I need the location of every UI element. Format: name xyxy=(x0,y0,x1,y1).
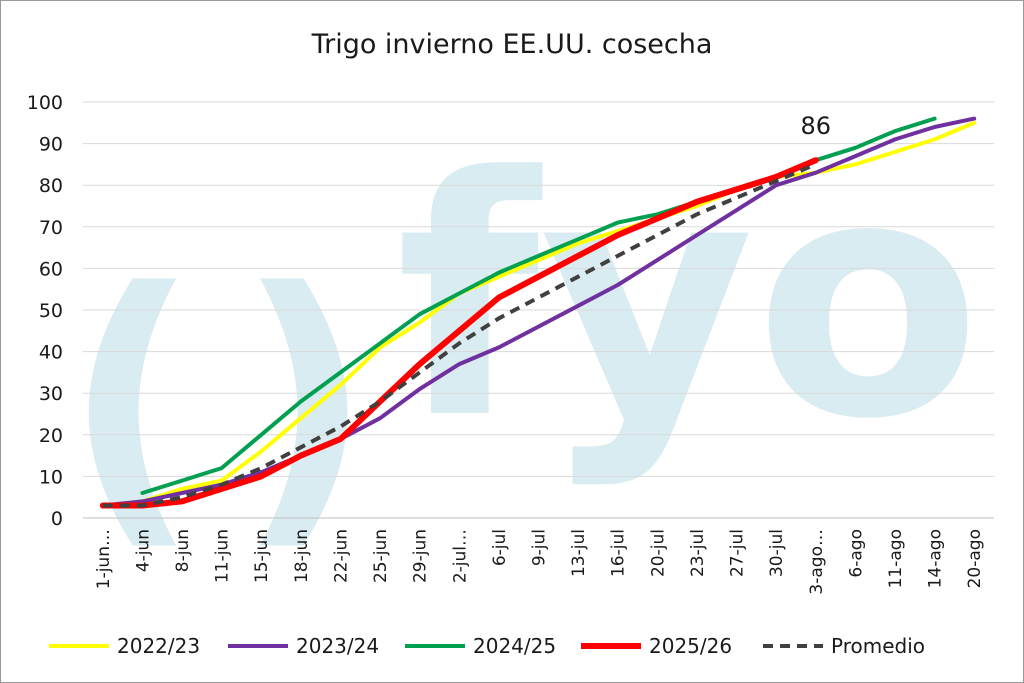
x-tick-label: 16-jul xyxy=(609,529,629,577)
y-tick-label: 40 xyxy=(39,342,63,364)
x-tick-label: 15-jun xyxy=(252,529,272,583)
x-tick-label: 13-jul xyxy=(569,529,589,577)
watermark-left-paren: ( xyxy=(63,228,200,577)
x-tick-label: 30-jul xyxy=(767,529,787,577)
y-tick-label: 70 xyxy=(39,217,63,239)
chart-title: Trigo invierno EE.UU. cosecha xyxy=(311,29,713,60)
legend-label: 2023/24 xyxy=(296,634,379,658)
x-tick-label: 27-jul xyxy=(728,529,748,577)
annotations: 86 xyxy=(800,112,831,140)
y-tick-label: 60 xyxy=(39,258,63,280)
x-tick-label: 20-jul xyxy=(648,529,668,577)
series-Promedio xyxy=(102,162,817,508)
legend: 2022/23 2023/24 2024/25 2025/26 Promedio xyxy=(49,634,925,658)
y-tick-label: 30 xyxy=(39,383,63,405)
x-tick-label: 18-jun xyxy=(292,529,312,583)
x-tick-label: 11-jun xyxy=(213,529,233,583)
x-tick-label: 1-jun… xyxy=(94,529,114,589)
y-tick-label: 90 xyxy=(39,134,63,156)
y-tick-label: 10 xyxy=(39,466,63,488)
data-label: 86 xyxy=(800,112,831,140)
x-tick-label: 29-jun xyxy=(411,529,431,583)
x-axis-ticks: 1-jun… 4-jun 8-jun 11-jun 15-jun 18-jun 22-jun… xyxy=(94,529,985,595)
legend-label: 2024/25 xyxy=(473,634,556,658)
y-tick-label: 50 xyxy=(39,300,63,322)
x-tick-label: 25-jun xyxy=(371,529,391,583)
series-lines xyxy=(99,116,977,509)
watermark-right-paren: ) xyxy=(236,228,373,577)
y-axis-ticks: 0 10 20 30 40 50 60 70 80 90 100 xyxy=(27,92,63,530)
gridlines xyxy=(83,101,994,519)
y-tick-label: 0 xyxy=(51,508,63,530)
x-tick-label: 23-jul xyxy=(688,529,708,577)
legend-label: 2025/26 xyxy=(649,634,732,658)
y-tick-label: 20 xyxy=(39,425,63,447)
watermark-text: fyo xyxy=(396,107,981,491)
x-tick-label: 22-jun xyxy=(331,529,351,583)
x-tick-label: 20-ago xyxy=(965,529,985,588)
fyo-watermark: ( ) fyo xyxy=(63,107,981,577)
series-2023-24 xyxy=(100,116,977,508)
x-tick-label: 4-jun xyxy=(133,529,153,572)
x-tick-label: 9-jul xyxy=(530,529,550,566)
y-tick-label: 80 xyxy=(39,175,63,197)
legend-label: Promedio xyxy=(831,634,925,658)
y-tick-label: 100 xyxy=(27,92,63,114)
x-tick-label: 6-ago xyxy=(846,529,866,578)
legend-label: 2022/23 xyxy=(117,634,200,658)
x-tick-label: 11-ago xyxy=(886,529,906,588)
x-tick-label: 8-jun xyxy=(173,529,193,572)
x-tick-label: 14-ago xyxy=(926,529,946,588)
x-tick-label: 2-jul… xyxy=(450,529,470,583)
x-tick-label: 3-ago… xyxy=(807,529,827,595)
x-tick-label: 6-jul xyxy=(490,529,510,566)
